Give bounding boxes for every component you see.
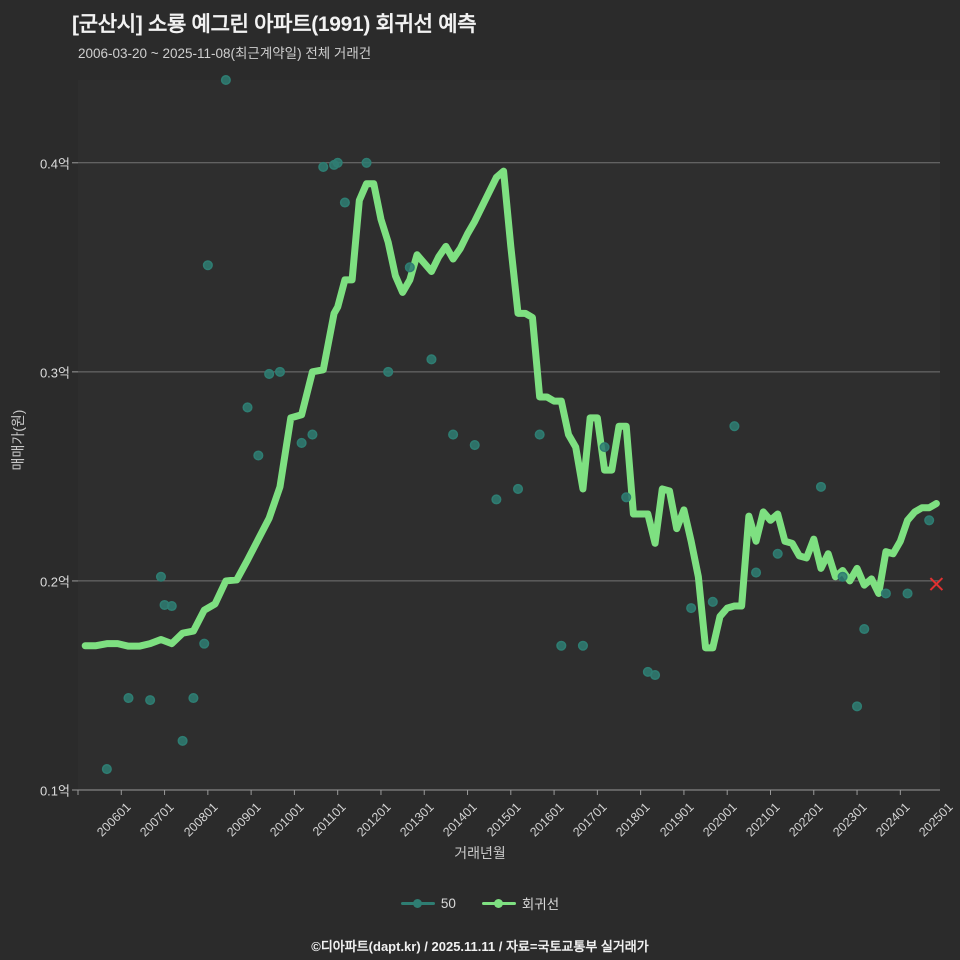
scatter-point bbox=[199, 638, 210, 649]
scatter-point bbox=[166, 600, 177, 612]
scatter-point bbox=[852, 701, 863, 712]
scatter-point bbox=[880, 588, 891, 599]
y-tick-label: 0.1억 bbox=[39, 783, 70, 799]
scatter-point bbox=[264, 368, 275, 379]
scatter-point bbox=[202, 260, 213, 271]
y-tick-label: 0.4억 bbox=[39, 156, 70, 172]
scatter-point bbox=[469, 439, 480, 451]
scatter-point bbox=[404, 262, 415, 273]
scatter-point bbox=[512, 483, 524, 494]
scatter-point bbox=[307, 429, 318, 440]
scatter-point bbox=[815, 481, 827, 492]
scatter-point bbox=[772, 548, 783, 559]
scatter-point bbox=[621, 492, 632, 503]
scatter-point bbox=[318, 161, 329, 173]
scatter-point bbox=[101, 764, 112, 775]
scatter-point bbox=[686, 603, 697, 614]
scatter-point bbox=[902, 588, 913, 599]
y-axis-title: 매매가(원) bbox=[10, 409, 26, 471]
chart-footer: ©디아파트(dapt.kr) / 2025.11.11 / 자료=국토교통부 실… bbox=[311, 939, 649, 954]
scatter-point bbox=[426, 354, 437, 365]
scatter-point bbox=[837, 571, 848, 582]
legend-label: 50 bbox=[440, 895, 456, 911]
scatter-point bbox=[145, 695, 156, 706]
scatter-point bbox=[242, 402, 253, 413]
legend-swatch-icon bbox=[481, 897, 516, 909]
x-axis-title: 거래년월 bbox=[454, 845, 506, 861]
scatter-point bbox=[188, 692, 199, 704]
scatter-point bbox=[448, 429, 459, 440]
scatter-point bbox=[729, 421, 740, 432]
scatter-point bbox=[577, 640, 588, 651]
scatter-point bbox=[339, 197, 350, 208]
scatter-point bbox=[253, 450, 264, 461]
y-tick-label: 0.2억 bbox=[39, 574, 70, 590]
scatter-point bbox=[361, 157, 372, 168]
scatter-point bbox=[650, 669, 661, 681]
scatter-point bbox=[123, 692, 134, 704]
scatter-point bbox=[296, 437, 307, 448]
legend-swatch-icon bbox=[400, 897, 435, 909]
last-prediction-marker bbox=[929, 577, 944, 591]
scatter-point bbox=[924, 515, 935, 526]
plot-background bbox=[78, 80, 940, 790]
scatter-point bbox=[751, 567, 762, 578]
scatter-point bbox=[177, 735, 188, 746]
scatter-series-50 bbox=[101, 74, 935, 775]
scatter-point bbox=[556, 640, 567, 651]
scatter-point bbox=[274, 366, 286, 377]
chart-legend: 50 회귀선 bbox=[0, 893, 960, 913]
legend-item-2[interactable]: 회귀선 bbox=[481, 893, 560, 913]
scatter-point bbox=[599, 442, 610, 453]
chart-subtitle: 2006-03-20 ~ 2025-11-08(최근계약일) 전체 거래건 bbox=[78, 46, 372, 61]
scatter-point bbox=[332, 157, 343, 168]
y-tick-label: 0.3억 bbox=[39, 365, 70, 381]
chart-title: [군산시] 소룡 예그린 아파트(1991) 회귀선 예측 bbox=[72, 13, 477, 36]
scatter-point bbox=[220, 74, 231, 86]
scatter-point bbox=[155, 571, 166, 582]
scatter-point bbox=[383, 366, 394, 377]
scatter-point bbox=[491, 494, 502, 505]
scatter-point bbox=[534, 429, 545, 440]
legend-item-1[interactable]: 50 bbox=[400, 895, 456, 911]
legend-label: 회귀선 bbox=[521, 897, 560, 912]
regression-line bbox=[81, 167, 940, 652]
scatter-point bbox=[707, 596, 718, 607]
scatter-point bbox=[859, 623, 870, 635]
